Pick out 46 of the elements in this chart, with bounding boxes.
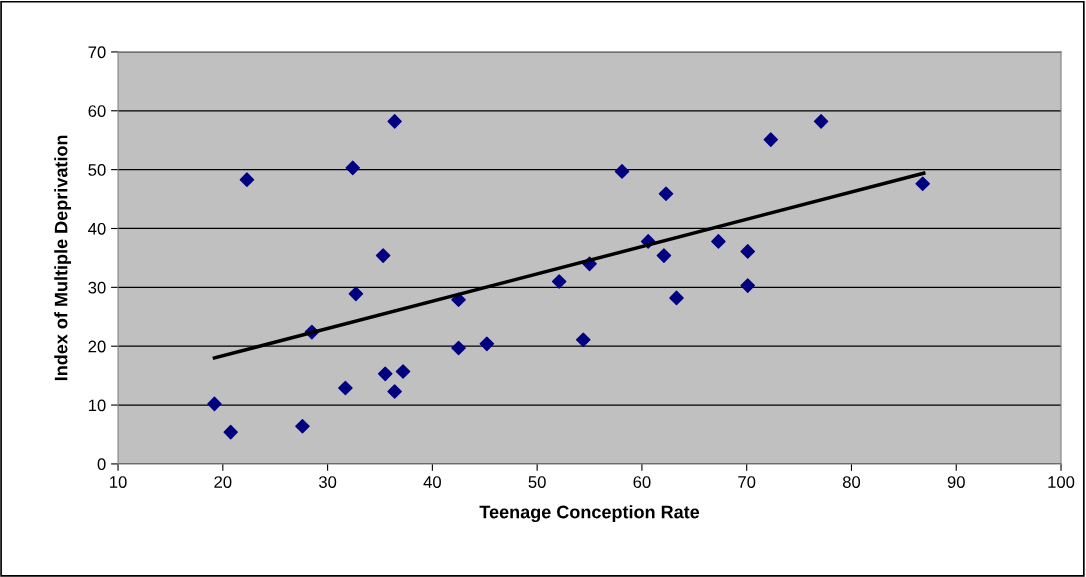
point [740, 278, 756, 293]
x-tick-label: 100 [1048, 476, 1075, 488]
x-tick-label: 20 [214, 476, 232, 488]
point [658, 186, 674, 202]
point [669, 290, 684, 306]
point [915, 176, 931, 192]
y-tick-label: 60 [88, 105, 106, 117]
point [207, 396, 222, 412]
x-tick-label: 50 [528, 476, 546, 488]
point [614, 164, 630, 179]
y-tick-label: 50 [88, 164, 106, 176]
point [223, 424, 238, 440]
point [338, 380, 353, 396]
point [345, 160, 361, 176]
x-tick-label: 60 [633, 476, 651, 488]
point [348, 286, 364, 302]
x-tick-label: 80 [842, 476, 861, 488]
point [375, 248, 391, 263]
x-tick-label: 30 [318, 476, 337, 488]
y-tick-label: 0 [97, 458, 106, 471]
y-axis-title: Index of Multiple Deprivation [54, 135, 72, 381]
y-tick-label: 30 [88, 281, 106, 294]
x-tick-label: 70 [738, 476, 756, 488]
point [387, 384, 402, 399]
point [711, 234, 726, 249]
point [387, 114, 402, 129]
point [551, 274, 567, 289]
y-tick-label: 20 [88, 340, 106, 353]
x-tick-label: 10 [110, 476, 127, 488]
x-axis-title: Teenage Conception Rate [479, 505, 700, 523]
y-tick-label: 40 [88, 222, 106, 235]
point [479, 336, 495, 352]
point [656, 248, 672, 263]
point [451, 340, 466, 356]
point [295, 418, 310, 434]
point [813, 114, 829, 129]
y-tick-label: 70 [88, 46, 106, 59]
point [575, 332, 591, 348]
point [395, 364, 411, 379]
x-tick-label: 90 [947, 476, 965, 488]
point [377, 366, 393, 382]
point [763, 132, 779, 147]
point [740, 244, 756, 259]
y-tick-label: 10 [88, 399, 106, 412]
point [239, 172, 255, 187]
x-tick-label: 40 [423, 476, 441, 488]
